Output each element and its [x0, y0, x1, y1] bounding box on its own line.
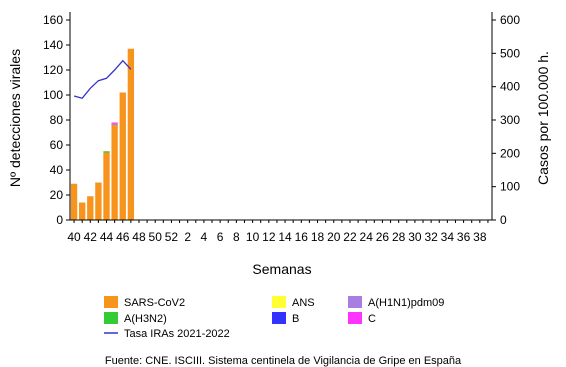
- y-right-tick-label: 400: [500, 80, 520, 94]
- rate-line-series: [73, 59, 132, 100]
- x-tick-label: 34: [441, 230, 455, 244]
- y-left-tick-label: 40: [50, 163, 64, 177]
- x-tick-label: 4: [201, 230, 208, 244]
- x-tick-label: 22: [343, 230, 357, 244]
- y-left-tick-label: 80: [50, 113, 64, 127]
- y-right-tick-label: 100: [500, 180, 520, 194]
- y-axis-right-title: Casos por 100.000 h.: [535, 51, 551, 185]
- x-tick-label: 46: [116, 230, 130, 244]
- y-left-tick-label: 0: [56, 213, 63, 227]
- x-tick-label: 50: [149, 230, 163, 244]
- x-tick-label: 36: [457, 230, 471, 244]
- y-left-tick-label: 140: [43, 38, 63, 52]
- bar-sars-cov2: [95, 182, 102, 220]
- legend-swatch-a-h1n1-pdm09: [348, 296, 362, 308]
- x-tick-label: 32: [424, 230, 438, 244]
- x-tick-label: 42: [84, 230, 98, 244]
- legend-label-a-h3n2-: A(H3N2): [124, 313, 167, 325]
- y-right-tick-label: 600: [500, 13, 520, 27]
- x-tick-label: 24: [360, 230, 374, 244]
- legend: SARS-CoV2 ANS A(H1N1)pdm09 A(H3N2) B C Tasa IR…: [104, 296, 444, 340]
- y-left-tick-label: 20: [50, 188, 64, 202]
- y-left-tick-label: 160: [43, 13, 63, 27]
- bar-a-h3n2-: [103, 151, 110, 153]
- y-axis-left-title: Nº detecciones virales: [7, 49, 23, 187]
- x-tick-label: 52: [165, 230, 179, 244]
- legend-swatch-b: [272, 312, 286, 324]
- plot-area: [70, 48, 135, 220]
- x-tick-label: 28: [392, 230, 406, 244]
- x-tick-label: 14: [278, 230, 292, 244]
- legend-label-c: C: [368, 313, 376, 325]
- y-right-tick-label: 200: [500, 146, 520, 160]
- source-note: Fuente: CNE. ISCIII. Sistema centinela d…: [105, 355, 462, 367]
- x-tick-label: 10: [246, 230, 260, 244]
- bar-sars-cov2: [87, 196, 94, 220]
- bar-sars-cov2: [103, 152, 110, 220]
- x-tick-label: 40: [67, 230, 81, 244]
- x-tick-label: 2: [184, 230, 191, 244]
- x-tick-label: 6: [217, 230, 224, 244]
- legend-label-tasa-iras-2021-2022: Tasa IRAs 2021-2022: [124, 328, 230, 340]
- y-right-tick-label: 0: [500, 213, 507, 227]
- legend-swatch-ans: [272, 296, 286, 308]
- bar-sars-cov2: [111, 125, 118, 220]
- legend-label-ans: ANS: [292, 297, 315, 309]
- x-tick-label: 26: [376, 230, 390, 244]
- x-tick-label: 30: [408, 230, 422, 244]
- legend-label-a-h1n1-pdm09: A(H1N1)pdm09: [368, 297, 444, 309]
- x-tick-label: 18: [311, 230, 325, 244]
- bar-sars-cov2: [79, 202, 86, 220]
- legend-swatch-c: [348, 312, 362, 324]
- x-tick-label: 20: [327, 230, 341, 244]
- legend-swatch-a-h3n2-: [104, 312, 118, 324]
- bar-sars-cov2: [119, 92, 126, 220]
- x-tick-label: 38: [473, 230, 487, 244]
- axes: 0 20 40 60 80 100 120 140 160 0 100 200 300 400 500 600…: [43, 12, 520, 244]
- y-left-tick-label: 100: [43, 88, 63, 102]
- bar-sars-cov2: [127, 48, 135, 220]
- x-tick-label: 12: [262, 230, 276, 244]
- x-tick-label: 16: [295, 230, 309, 244]
- y-left-tick-label: 60: [50, 138, 64, 152]
- legend-swatch-sars-cov2: [104, 296, 118, 308]
- x-tick-label: 44: [100, 230, 114, 244]
- y-right-tick-label: 500: [500, 46, 520, 60]
- legend-label-sars-cov2: SARS-CoV2: [124, 297, 185, 309]
- y-right-tick-label: 300: [500, 113, 520, 127]
- y-left-tick-label: 120: [43, 63, 63, 77]
- x-tick-label: 48: [132, 230, 146, 244]
- bar-c: [111, 122, 118, 124]
- bar-a-h1n1-pdm09: [111, 123, 118, 125]
- legend-label-b: B: [292, 313, 299, 325]
- x-axis-title: Semanas: [252, 261, 311, 277]
- bar-sars-cov2: [70, 183, 78, 220]
- x-tick-label: 8: [233, 230, 240, 244]
